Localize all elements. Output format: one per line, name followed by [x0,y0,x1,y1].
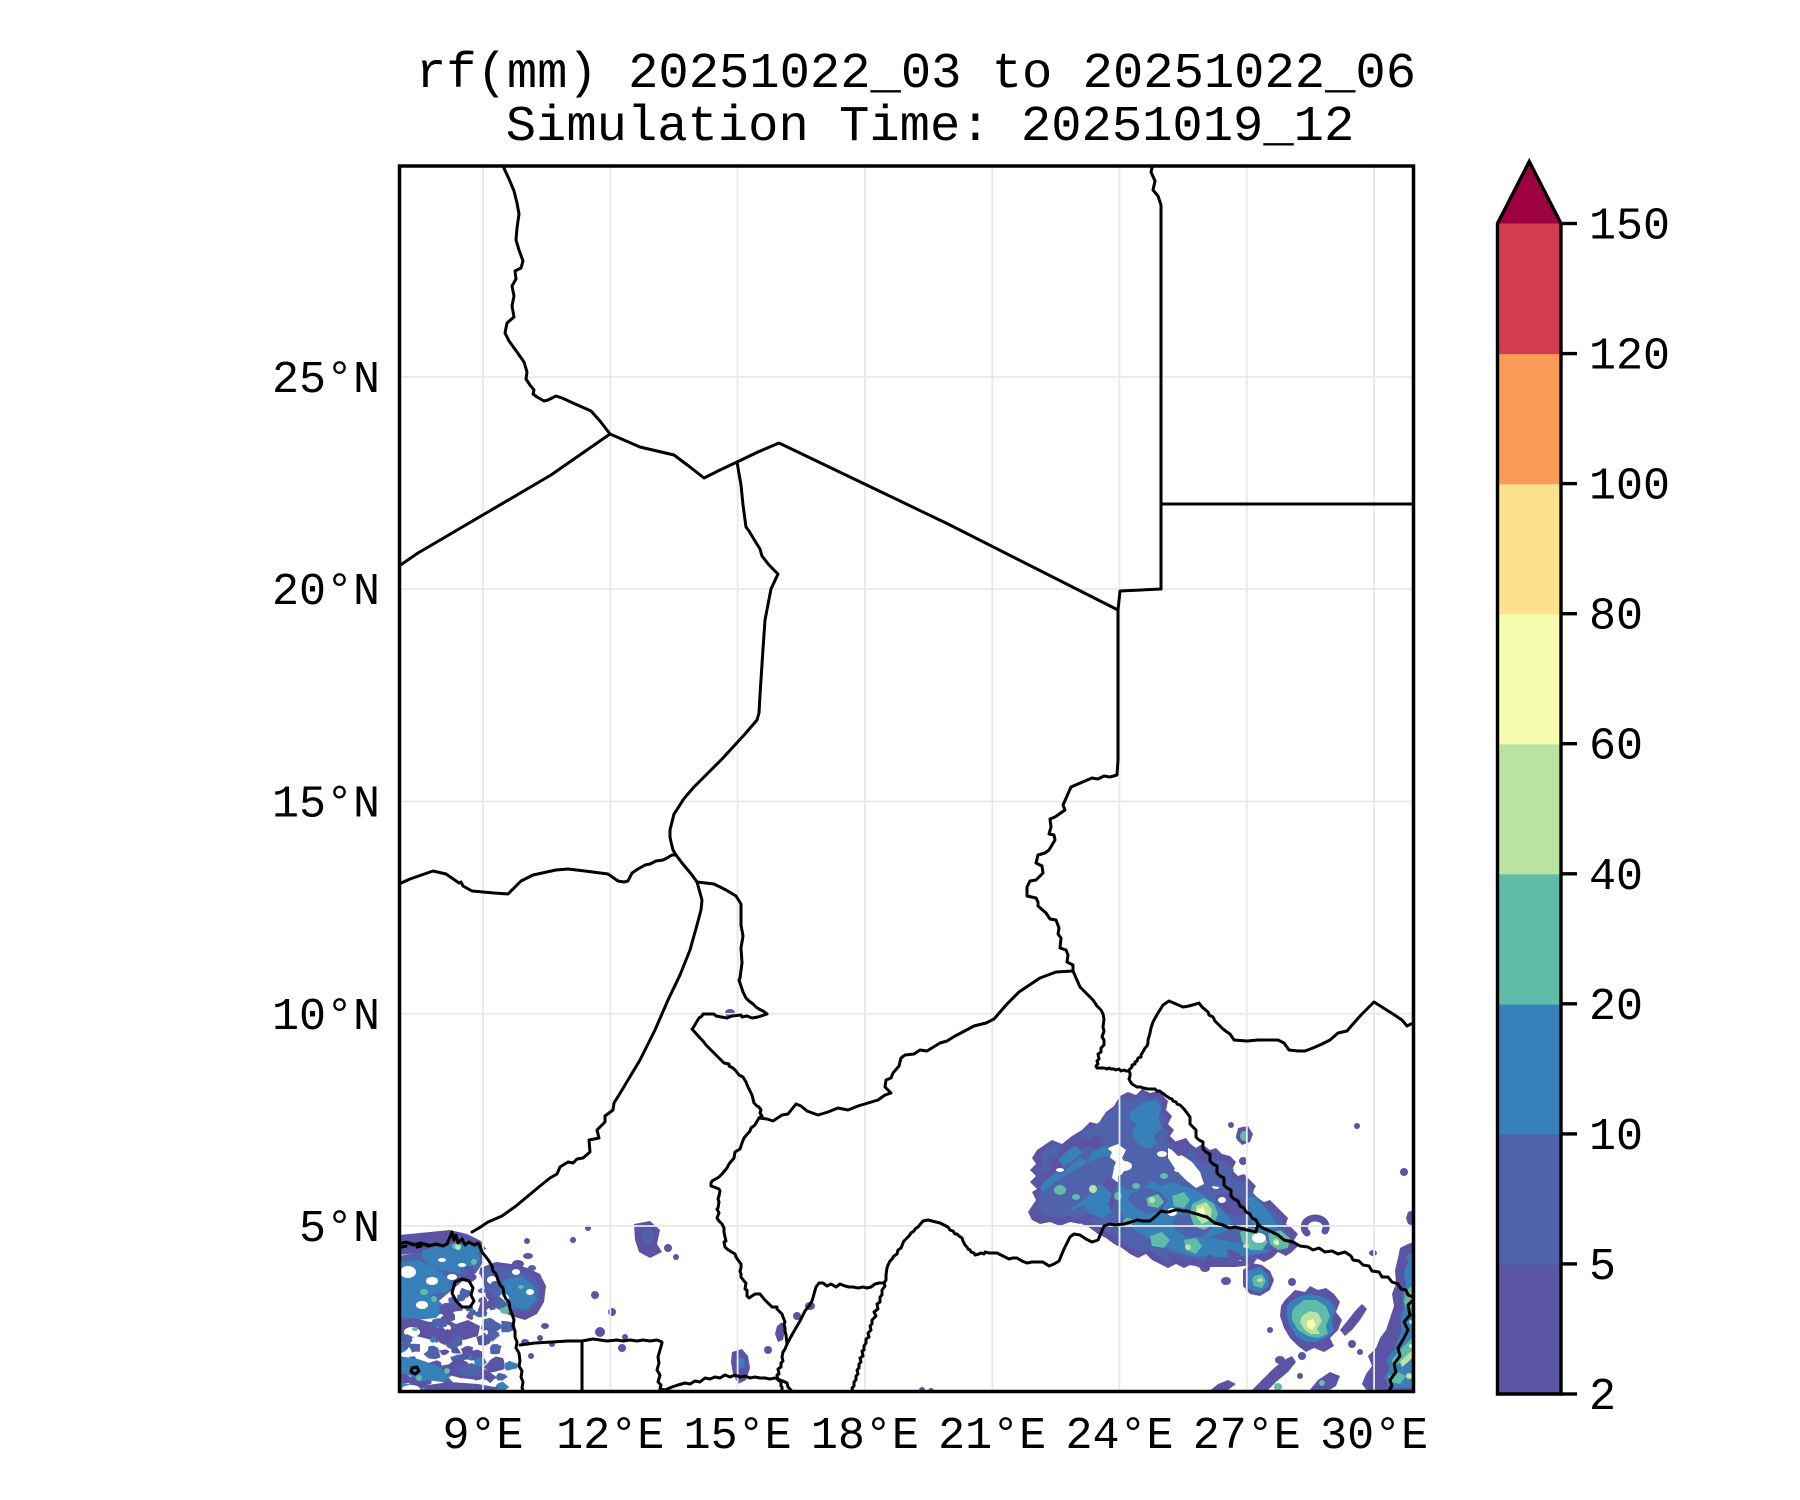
svg-text:30°E: 30°E [1320,1411,1428,1462]
svg-text:25°N: 25°N [272,355,380,406]
svg-text:5: 5 [1589,1242,1616,1293]
svg-text:20: 20 [1589,982,1643,1033]
svg-text:15°N: 15°N [272,780,380,831]
svg-text:150: 150 [1589,202,1670,253]
svg-text:21°E: 21°E [938,1411,1046,1462]
svg-text:12°E: 12°E [556,1411,664,1462]
svg-text:27°E: 27°E [1193,1411,1301,1462]
svg-text:10°N: 10°N [272,992,380,1043]
svg-text:24°E: 24°E [1065,1411,1173,1462]
svg-text:rf(mm) 20251022_03 to 20251022: rf(mm) 20251022_03 to 20251022_06 [416,46,1416,103]
svg-text:10: 10 [1589,1112,1643,1163]
svg-text:120: 120 [1589,332,1670,383]
svg-text:15°E: 15°E [684,1411,792,1462]
svg-text:20°N: 20°N [272,567,380,618]
svg-text:5°N: 5°N [299,1204,380,1255]
svg-text:9°E: 9°E [442,1411,523,1462]
svg-text:40: 40 [1589,852,1643,903]
svg-text:100: 100 [1589,462,1670,513]
svg-text:Simulation Time: 20251019_12: Simulation Time: 20251019_12 [506,99,1355,156]
svg-text:18°E: 18°E [811,1411,919,1462]
svg-text:60: 60 [1589,722,1643,773]
svg-text:80: 80 [1589,592,1643,643]
svg-text:2: 2 [1589,1372,1616,1423]
